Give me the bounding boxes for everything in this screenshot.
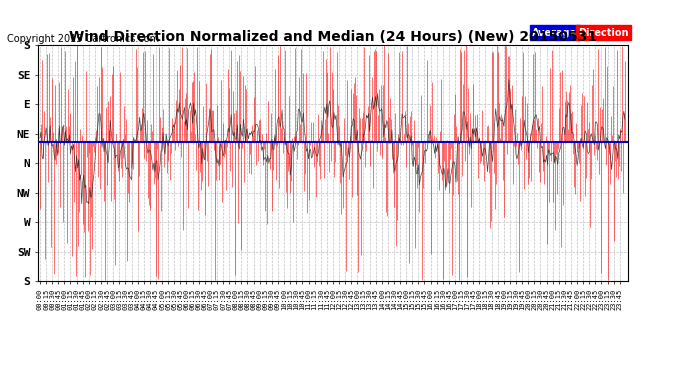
Title: Wind Direction Normalized and Median (24 Hours) (New) 20150531: Wind Direction Normalized and Median (24… [69, 30, 597, 44]
Text: Direction: Direction [578, 27, 629, 38]
Text: Copyright 2015 Cartronics.com: Copyright 2015 Cartronics.com [7, 34, 159, 44]
Text: Average: Average [532, 27, 578, 38]
